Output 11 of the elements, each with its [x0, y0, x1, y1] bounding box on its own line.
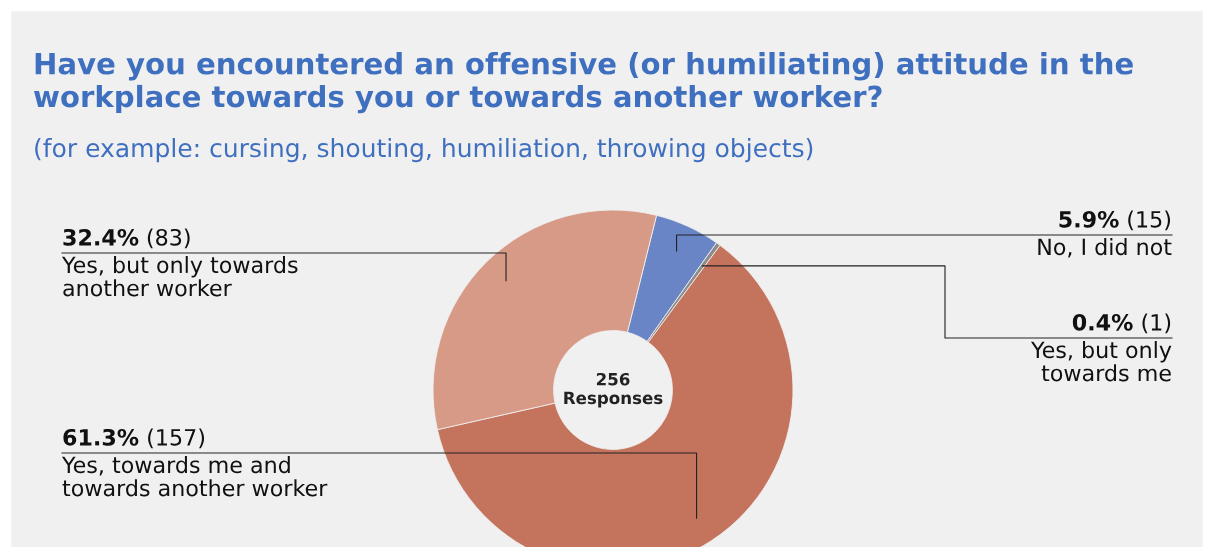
data-label: 0.4% (1): [1072, 313, 1171, 334]
data-label: 61.3% (157): [63, 428, 205, 449]
chart-subtitle: (for example: cursing, shouting, humiliation, throwing objects): [35, 138, 813, 163]
data-label: 32.4% (83): [63, 228, 190, 249]
slice-label: No, I did not: [1038, 238, 1172, 258]
slice-label: Yes, towards me and towards another worker: [61, 456, 328, 497]
chart-title: Have you encountered an offensive (or humiliating) attitude in the workplace towards you or towards another worker?: [34, 52, 1133, 114]
data-label: 5.9% (15): [1059, 210, 1171, 231]
slice-label: Yes, but only towards another worker: [61, 256, 298, 297]
slice-label: Yes, but only towards me: [1030, 341, 1172, 382]
text: 256 Responses: [564, 372, 663, 408]
